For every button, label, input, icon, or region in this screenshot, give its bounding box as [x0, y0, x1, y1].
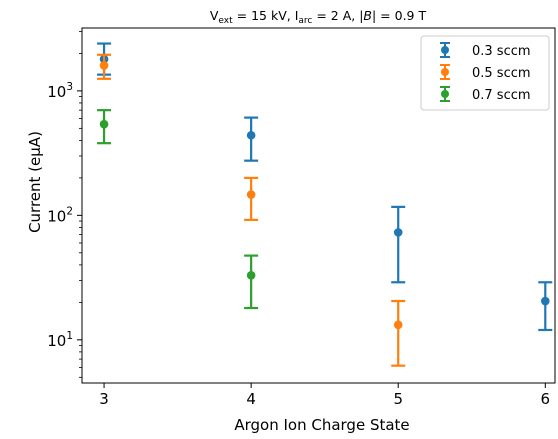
series-2 [97, 109, 259, 310]
title-v-sub: ext [218, 16, 233, 26]
data-point [99, 61, 109, 70]
legend-item: 0.3 sccm [440, 42, 531, 59]
legend-marker [441, 68, 449, 76]
legend-box [420, 35, 550, 111]
legend-marker [441, 90, 449, 98]
legend-label: 0.7 sccm [472, 88, 531, 103]
title-i-sub: arc [298, 16, 312, 26]
legend-item: 0.5 sccm [440, 64, 531, 81]
x-tick-label: 3 [99, 390, 109, 408]
y-tick-label: 102 [47, 205, 73, 225]
chart-title: Vext = 15 kV, Iarc = 2 A, |B| = 0.9 T [210, 8, 427, 26]
data-point [540, 296, 550, 306]
title-b-value: = 2 A, | [312, 8, 363, 23]
plot-frame [81, 27, 556, 384]
data-point [99, 119, 109, 129]
legend-marker [441, 46, 449, 54]
data-point [393, 228, 403, 237]
title-v-value: = 15 kV, I [233, 8, 299, 23]
data-point [246, 130, 256, 140]
legend: 0.3 sccm 0.5 sccm 0.7 sccm [420, 35, 550, 111]
data-point [393, 320, 403, 330]
data-point [246, 270, 256, 280]
x-tick-label: 6 [541, 390, 551, 408]
title-v: V [210, 8, 219, 23]
series-1 [97, 53, 406, 367]
legend-label: 0.5 sccm [472, 66, 531, 81]
data-point [246, 190, 256, 199]
x-tick-label: 5 [393, 390, 403, 408]
title-b-symbol: B [363, 8, 372, 23]
y-tick-label: 101 [47, 330, 73, 350]
legend-label: 0.3 sccm [472, 44, 531, 59]
x-axis-label: Argon Ion Charge State [234, 416, 409, 434]
title-b-tail: | = 0.9 T [372, 8, 426, 23]
plot-area: 3 4 5 6 101 102 103 0.3 sccm 0.5 sccm 0.7 sccm [47, 27, 556, 408]
y-tick-label: 103 [47, 81, 73, 101]
legend-item: 0.7 sccm [440, 86, 531, 103]
x-tick-label: 4 [246, 390, 256, 408]
y-axis-label: Current (eμA) [26, 131, 44, 233]
